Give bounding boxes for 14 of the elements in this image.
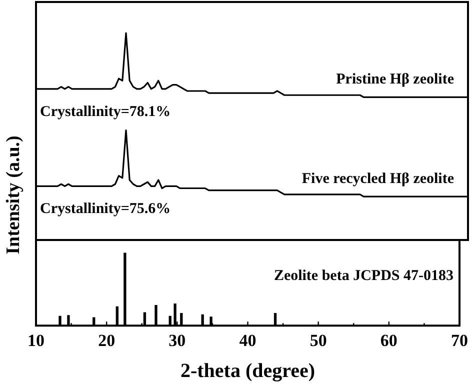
x-tick-label: 50 [310, 331, 327, 350]
x-tick-label: 30 [168, 331, 186, 350]
y-axis-title: Intensity (a.u.) [3, 136, 25, 254]
x-tick-label: 10 [28, 331, 44, 350]
x-tick-label: 70 [451, 331, 468, 350]
annotation: Crystallinity=75.6% [40, 201, 171, 218]
annotation: Crystallinity=78.1% [40, 104, 171, 120]
series-label: Pristine Hβ zeolite [336, 72, 454, 88]
x-tick-label: 40 [239, 331, 256, 350]
x-tick-label: 20 [98, 331, 116, 350]
x-axis-title: 2-theta (degree) [180, 360, 316, 382]
series-label: Five recycled Hβ zeolite [302, 170, 454, 187]
series-label: Zeolite beta JCPDS 47-0183 [274, 268, 454, 284]
x-tick-label: 60 [380, 331, 398, 350]
